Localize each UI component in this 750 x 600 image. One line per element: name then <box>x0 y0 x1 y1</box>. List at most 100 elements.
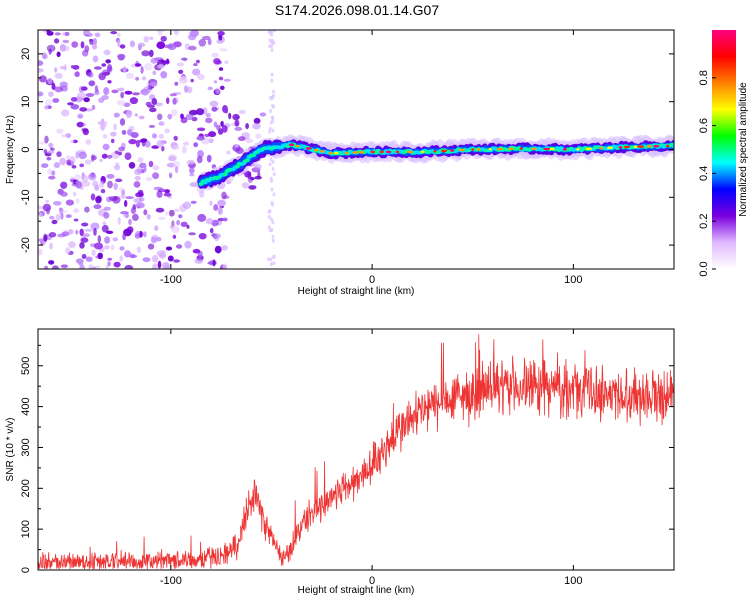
noise-blob <box>62 39 70 44</box>
noise-blob <box>139 230 143 238</box>
noise-blob <box>105 59 111 64</box>
noise-blob <box>48 91 54 97</box>
ridge-peak <box>379 150 384 154</box>
ridge-peak <box>562 148 567 151</box>
noise-blob <box>172 97 177 105</box>
noise-blob <box>119 118 126 126</box>
noise-blob <box>205 217 214 225</box>
noise-blob <box>48 232 57 238</box>
noise-blob <box>185 113 194 121</box>
y-tick-label: 0 <box>20 146 32 152</box>
noise-blob <box>65 247 71 254</box>
noise-blob <box>271 167 275 171</box>
ridge-peak <box>576 148 580 151</box>
noise-blob <box>212 259 216 267</box>
noise-blob <box>110 30 118 35</box>
noise-blob <box>149 81 158 87</box>
noise-blob <box>117 32 121 37</box>
noise-blob <box>164 189 171 194</box>
noise-blob <box>157 260 162 269</box>
noise-blob <box>234 119 240 127</box>
noise-blob <box>183 85 189 93</box>
y-tick-label: 20 <box>20 48 32 60</box>
noise-blob <box>103 212 110 219</box>
noise-blob <box>152 133 157 139</box>
noise-blob <box>165 246 173 251</box>
noise-blob <box>84 45 90 53</box>
noise-blob <box>268 44 272 49</box>
y-tick-label: 0 <box>20 567 32 573</box>
noise-blob <box>268 209 272 214</box>
ridge-peak <box>458 148 465 152</box>
noise-blob <box>99 158 103 163</box>
noise-blob <box>132 92 141 96</box>
noise-blob <box>48 175 56 180</box>
noise-blob <box>119 255 123 262</box>
noise-blob <box>145 101 152 107</box>
y-tick-label: 200 <box>20 479 32 497</box>
noise-blob <box>247 137 251 144</box>
noise-blob <box>237 136 246 142</box>
noise-blob <box>38 146 42 151</box>
noise-blob <box>102 134 108 139</box>
noise-blob <box>134 63 142 67</box>
chart-title: S174.2026.098.01.14.G07 <box>274 2 440 18</box>
noise-blob <box>47 142 54 148</box>
noise-blob <box>41 241 46 246</box>
noise-blob <box>208 131 217 138</box>
noise-blob <box>105 230 114 234</box>
noise-blob <box>42 52 47 60</box>
noise-blob <box>143 231 147 238</box>
noise-blob <box>205 117 213 124</box>
noise-blob <box>114 150 119 155</box>
noise-blob <box>94 85 99 92</box>
x-tick-label: 0 <box>369 575 375 587</box>
noise-blob <box>73 218 79 222</box>
noise-blob <box>115 178 123 183</box>
noise-blob <box>55 213 61 221</box>
noise-blob <box>80 237 89 243</box>
noise-blob <box>272 30 276 33</box>
noise-blob <box>117 53 126 59</box>
noise-blob <box>60 264 68 269</box>
noise-blob <box>61 134 66 138</box>
noise-blob <box>113 261 121 268</box>
noise-blob <box>155 102 163 107</box>
noise-blob <box>78 261 84 266</box>
noise-blob <box>142 257 151 263</box>
snr-axes: -100 0 100 0 100 200 300 400 500 Height of straig… <box>5 329 674 596</box>
noise-blob <box>68 241 76 249</box>
noise-blob <box>272 192 276 197</box>
noise-blob <box>107 80 112 84</box>
noise-blob <box>107 154 113 159</box>
ridge-peak <box>334 151 339 155</box>
noise-blob <box>112 237 119 242</box>
noise-blob <box>41 163 49 169</box>
noise-blob <box>50 147 55 151</box>
noise-blob <box>134 233 141 239</box>
noise-blob <box>271 40 275 45</box>
ridge-peak <box>623 145 630 149</box>
noise-blob <box>107 257 113 261</box>
ridge-peak <box>519 147 523 150</box>
noise-blob <box>140 66 144 74</box>
noise-blob <box>272 89 276 94</box>
ridge-peak <box>395 150 400 154</box>
spectrogram-data <box>38 30 674 269</box>
noise-blob <box>95 196 102 204</box>
ridge-peak <box>420 150 425 154</box>
noise-blob <box>190 200 197 204</box>
noise-blob <box>46 30 50 33</box>
noise-blob <box>259 112 267 117</box>
noise-blob <box>248 185 257 190</box>
noise-blob <box>117 216 121 225</box>
noise-blob <box>79 242 85 249</box>
y-tick-label: 300 <box>20 438 32 456</box>
noise-blob <box>176 244 183 249</box>
noise-blob <box>39 75 47 83</box>
noise-blob <box>201 35 211 41</box>
ridge-peak <box>653 144 660 148</box>
noise-blob <box>254 175 262 180</box>
noise-blob <box>125 196 134 200</box>
noise-blob <box>51 219 58 225</box>
